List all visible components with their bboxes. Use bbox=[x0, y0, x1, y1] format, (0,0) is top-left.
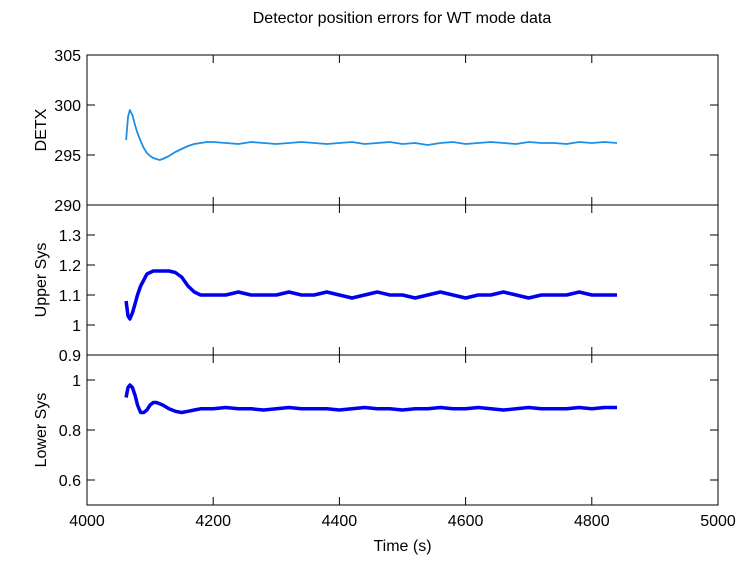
data-line bbox=[124, 269, 617, 321]
y-tick-label: 1.1 bbox=[59, 288, 81, 305]
y-tick-label: 0.6 bbox=[59, 473, 81, 490]
data-line bbox=[124, 383, 617, 415]
y-tick-label: 1 bbox=[72, 318, 81, 335]
chart-title: Detector position errors for WT mode dat… bbox=[253, 10, 552, 27]
y-tick-label: 1 bbox=[72, 373, 81, 390]
y-axis-label: Lower Sys bbox=[33, 393, 50, 468]
x-tick-label: 4800 bbox=[574, 513, 610, 530]
y-tick-label: 290 bbox=[54, 198, 81, 215]
plot-frame bbox=[86, 354, 719, 506]
y-axis-label: Upper Sys bbox=[33, 243, 50, 318]
y-tick-label: 1.2 bbox=[59, 258, 81, 275]
y-tick-label: 0.8 bbox=[59, 423, 81, 440]
x-axis-label: Time (s) bbox=[373, 538, 431, 555]
y-tick-label: 1.3 bbox=[59, 228, 81, 245]
x-tick-label: 4000 bbox=[69, 513, 105, 530]
plot-frame bbox=[86, 54, 719, 206]
y-tick-label: 0.9 bbox=[59, 348, 81, 365]
x-tick-label: 4400 bbox=[322, 513, 358, 530]
x-tick-label: 4200 bbox=[195, 513, 231, 530]
y-tick-label: 300 bbox=[54, 98, 81, 115]
x-tick-label: 4600 bbox=[448, 513, 484, 530]
y-tick-label: 295 bbox=[54, 148, 81, 165]
y-axis-label: DETX bbox=[33, 108, 50, 151]
x-tick-label: 5000 bbox=[700, 513, 736, 530]
data-line bbox=[125, 109, 618, 161]
y-tick-label: 305 bbox=[54, 48, 81, 65]
